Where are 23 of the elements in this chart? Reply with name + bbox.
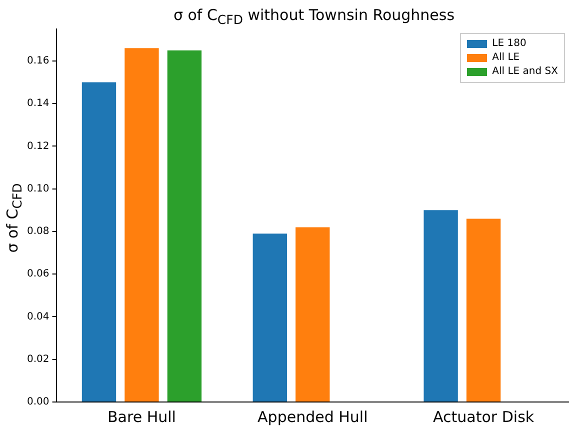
bar	[466, 218, 501, 402]
x-tick-label: Appended Hull	[258, 408, 368, 426]
legend-label: All LE	[492, 51, 520, 65]
bar	[252, 234, 287, 402]
y-tick-label: 0.00	[27, 396, 50, 408]
chart-title: σ of C$_{CFD}$ without Townsin Roughness	[172, 6, 456, 27]
y-tick-label: 0.04	[27, 311, 50, 322]
y-tick-label: 0.16	[27, 56, 50, 67]
legend-label: All LE and SX	[492, 65, 558, 79]
bar	[424, 210, 458, 402]
bar	[124, 48, 159, 402]
y-tick-label: 0.10	[27, 183, 50, 194]
x-tick-label: Actuator Disk	[433, 408, 534, 426]
bar	[167, 50, 202, 402]
bar	[296, 227, 330, 402]
legend-label: LE 180	[492, 37, 526, 51]
y-tick-label: 0.12	[27, 140, 50, 152]
x-tick-label: Bare Hull	[108, 408, 176, 426]
y-tick-label: 0.02	[27, 354, 50, 365]
y-tick-label: 0.08	[27, 226, 50, 238]
bar	[82, 82, 116, 402]
y-tick-label: 0.14	[27, 98, 50, 110]
y-tick-label: 0.06	[27, 268, 50, 280]
